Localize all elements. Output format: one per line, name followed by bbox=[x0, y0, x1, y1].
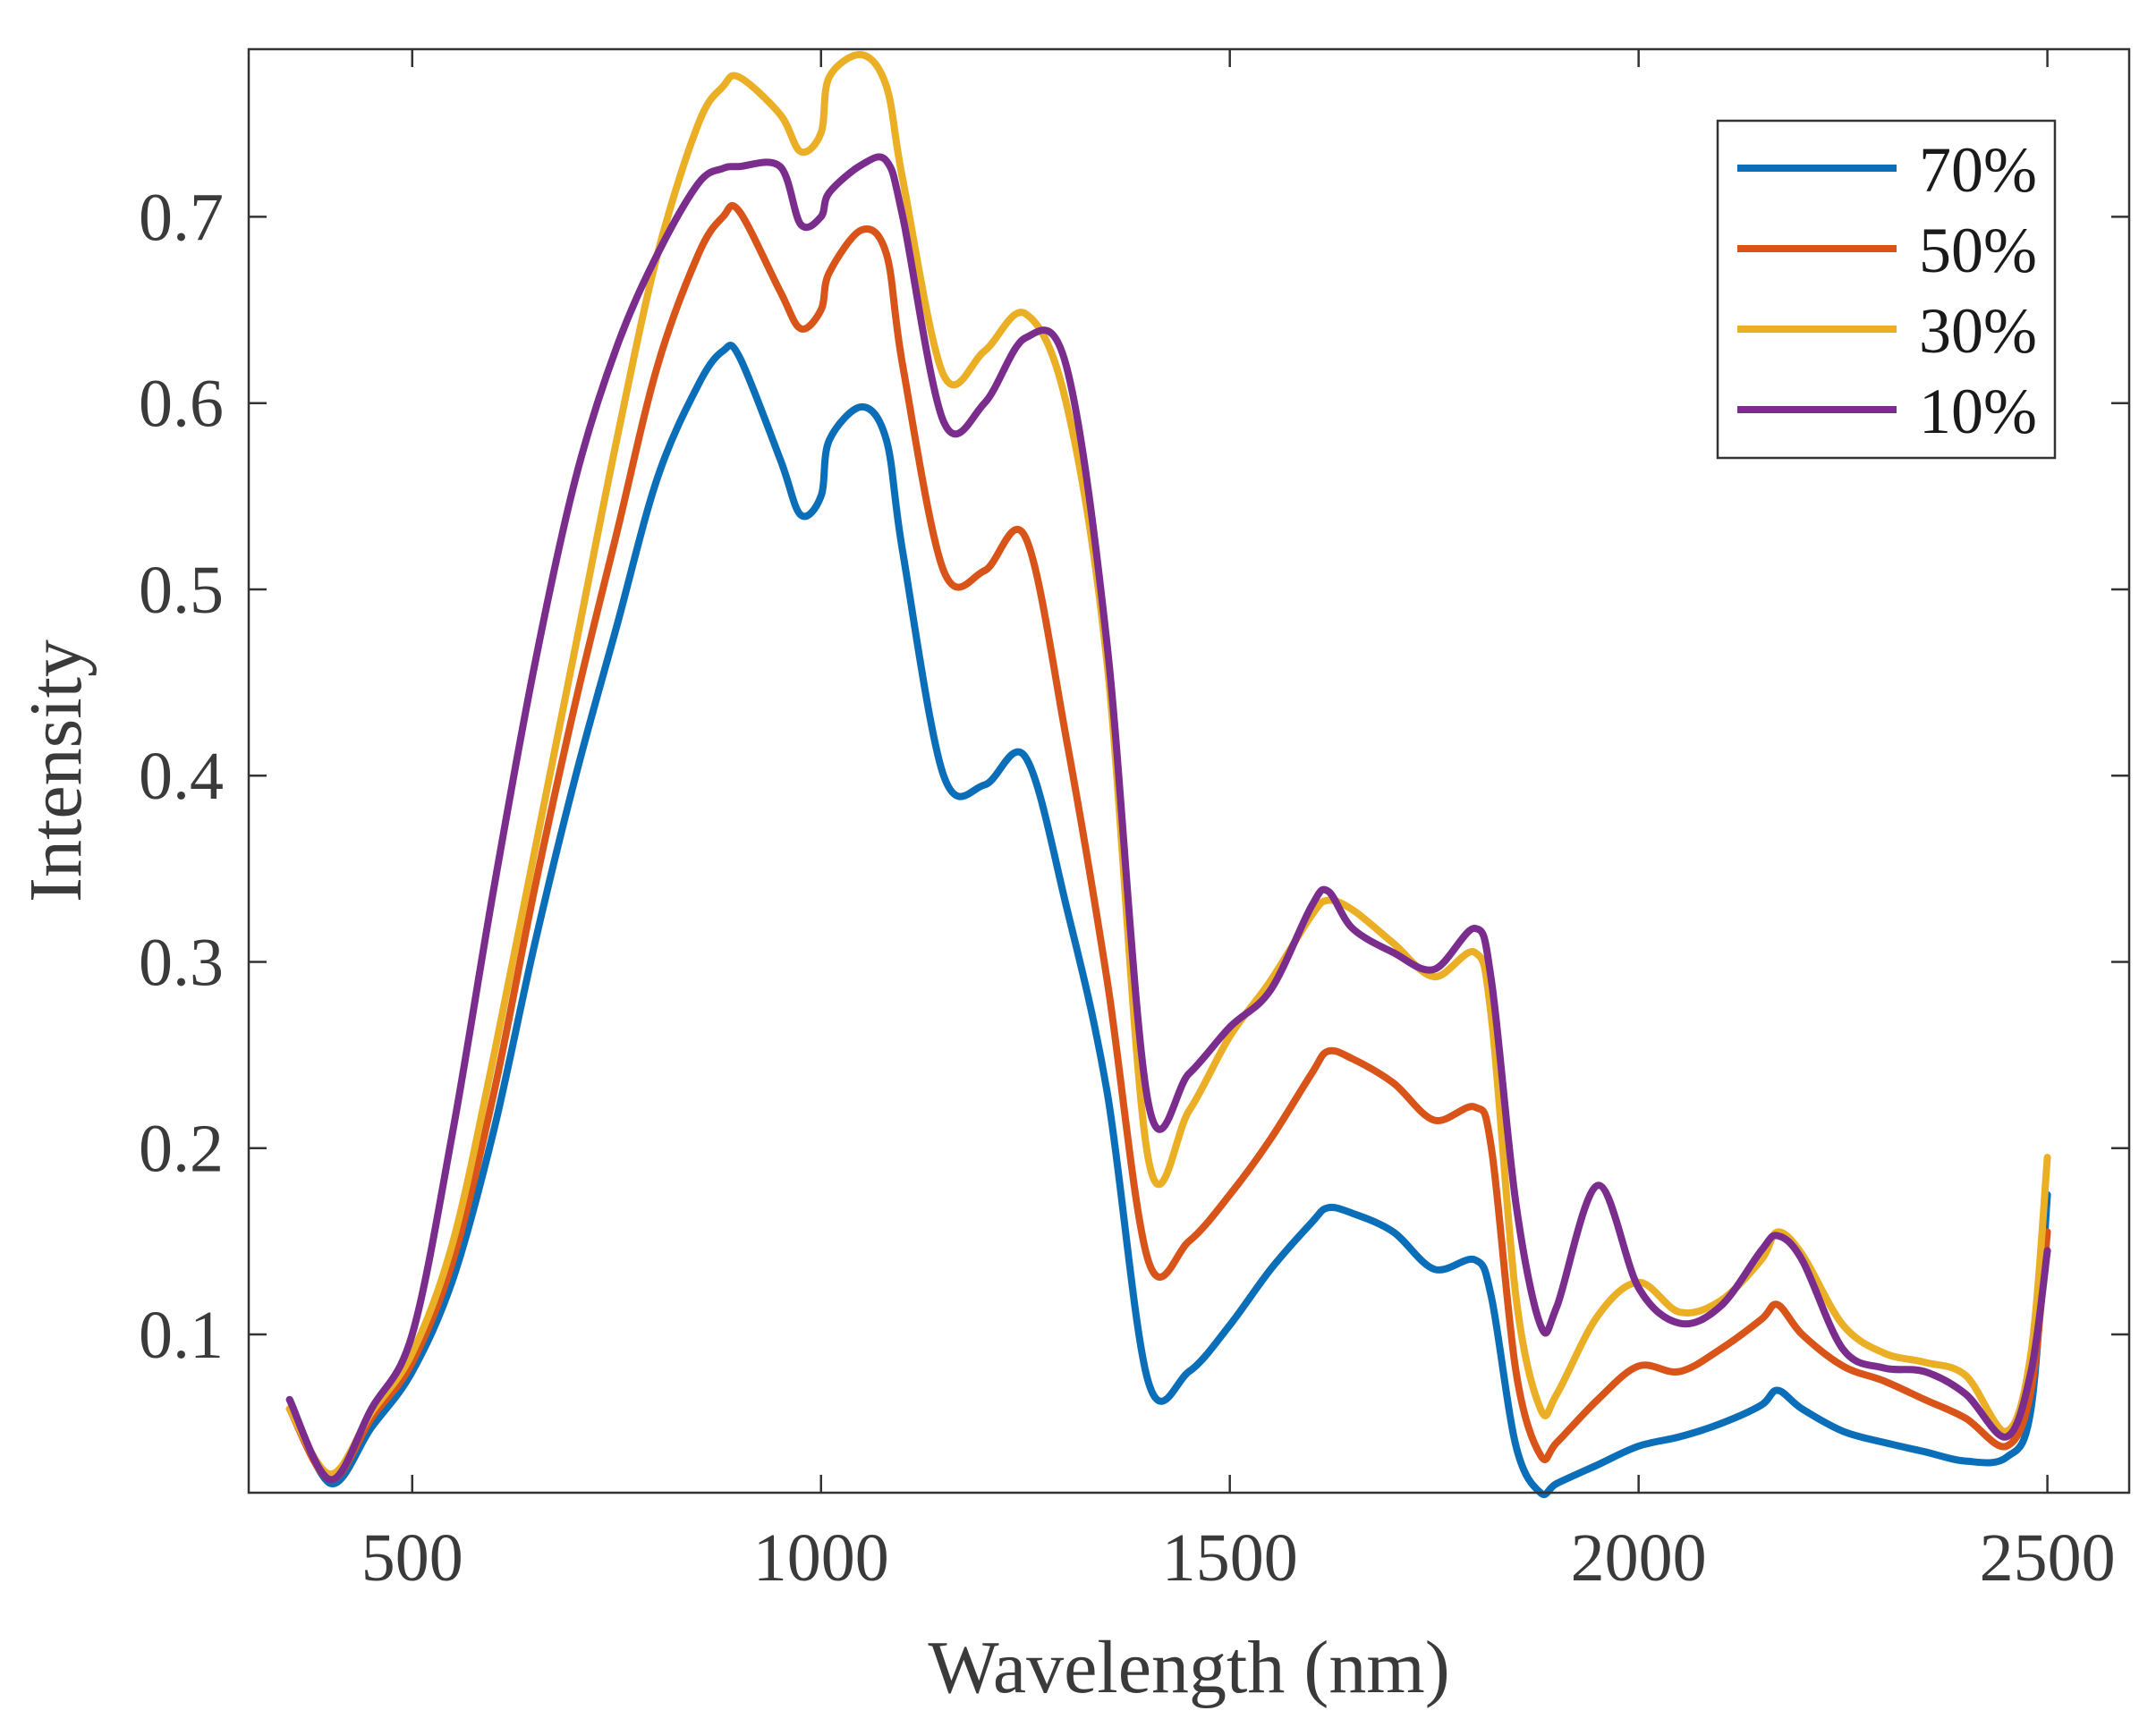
x-tick-label: 2500 bbox=[1980, 1520, 2116, 1596]
y-tick-label: 0.1 bbox=[139, 1298, 224, 1373]
series-line-70pct bbox=[285, 342, 2051, 1498]
x-axis-title: Wavelength (nm) bbox=[928, 1626, 1449, 1709]
x-tick-label: 1000 bbox=[753, 1520, 889, 1596]
legend: 70% 50% 30% 10% bbox=[1716, 119, 2057, 460]
x-tick-label: 1500 bbox=[1162, 1520, 1298, 1596]
y-tick-label: 0.7 bbox=[139, 180, 224, 255]
axes-frame bbox=[247, 47, 2131, 1495]
y-tick-label: 0.2 bbox=[139, 1112, 224, 1187]
tick-layer: 500 1000 1500 2000 2500 0.1 0.2 0.3 0.4 0.5 0.6 0.7 bbox=[139, 49, 2129, 1596]
y-tick-label: 0.5 bbox=[139, 553, 224, 628]
legend-label-70: 70% bbox=[1919, 134, 2037, 206]
y-tick-label: 0.4 bbox=[139, 739, 224, 814]
series-line-50pct bbox=[285, 201, 2051, 1484]
x-tick-label: 500 bbox=[361, 1520, 463, 1596]
legend-label-50: 50% bbox=[1919, 215, 2037, 286]
legend-label-30: 30% bbox=[1919, 295, 2037, 367]
series-layer bbox=[285, 51, 2051, 1498]
y-axis-title: Intensity bbox=[14, 639, 98, 902]
y-tick-label: 0.6 bbox=[139, 367, 224, 442]
legend-label-10: 10% bbox=[1919, 376, 2037, 447]
x-tick-label: 2000 bbox=[1571, 1520, 1707, 1596]
y-tick-label: 0.3 bbox=[139, 925, 224, 1000]
legend-box bbox=[1716, 119, 2057, 460]
series-line-10pct bbox=[285, 153, 2051, 1484]
